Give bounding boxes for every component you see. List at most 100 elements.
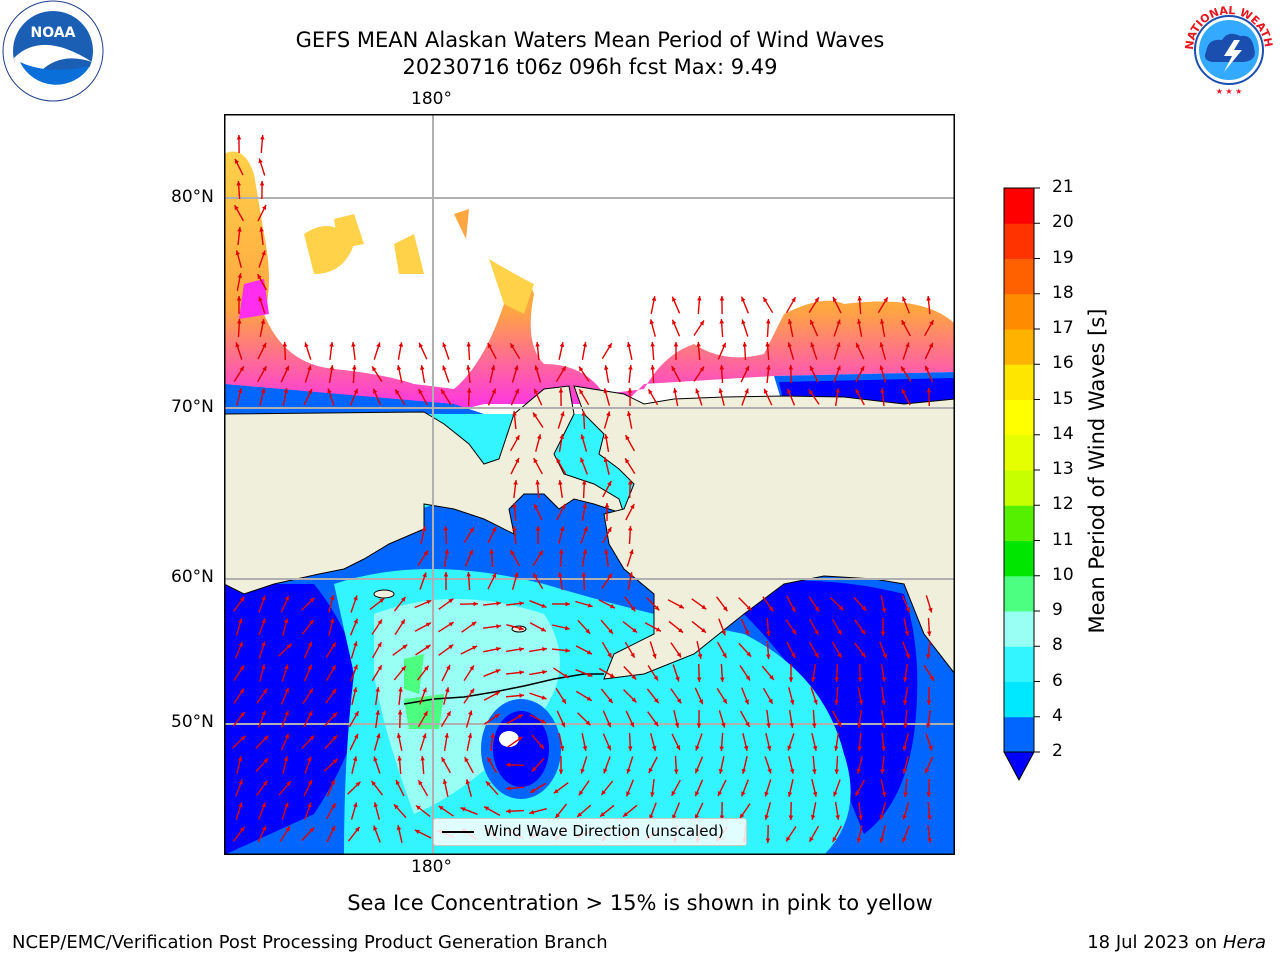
wave-arrow-head xyxy=(258,158,263,164)
wave-arrow-head xyxy=(309,827,315,833)
wave-arrow-head xyxy=(555,813,560,819)
wave-arrow-head xyxy=(814,297,819,303)
wave-arrow-head xyxy=(514,365,519,371)
wave-arrow-head xyxy=(836,342,841,348)
wave-arrow-head xyxy=(418,389,423,395)
wave-arrow-head xyxy=(396,365,402,370)
wave-arrow-head xyxy=(788,677,794,682)
wave-arrow-head xyxy=(881,700,886,705)
wave-arrow-head xyxy=(697,296,702,301)
wave-arrow-head xyxy=(465,779,470,785)
wave-arrow-head xyxy=(510,343,515,349)
wave-arrow-head xyxy=(787,388,792,394)
wave-arrow-head xyxy=(675,745,680,751)
wave-arrow-head xyxy=(376,342,381,348)
wave-arrow-head xyxy=(561,504,566,509)
footer-host: Hera xyxy=(1222,932,1266,953)
colorbar-bin xyxy=(1004,293,1034,330)
wave-arrow-head xyxy=(881,792,887,797)
wave-arrow-head xyxy=(880,769,885,774)
wave-arrow-head xyxy=(610,604,615,609)
wave-arrow-head xyxy=(565,648,570,653)
wave-arrow-head xyxy=(814,629,819,635)
wave-arrow-head xyxy=(558,769,564,774)
land-mass xyxy=(224,385,625,595)
wave-arrow-head xyxy=(414,829,420,834)
wave-arrow-head xyxy=(394,804,399,810)
wave-arrow-head xyxy=(718,769,724,774)
wave-arrow-head xyxy=(787,745,792,751)
wave-arrow-head xyxy=(631,697,637,703)
wave-arrow-head xyxy=(764,388,769,394)
wave-arrow-head xyxy=(926,654,931,659)
wave-arrow-head xyxy=(579,389,584,395)
wave-arrow-head xyxy=(239,366,244,372)
wave-arrow-head xyxy=(487,757,492,763)
wave-arrow-head xyxy=(744,365,749,371)
wave-arrow-head xyxy=(286,781,291,786)
wave-arrow-head xyxy=(237,273,243,278)
wave-arrow-head xyxy=(486,781,491,787)
wave-arrow-head xyxy=(791,297,796,303)
wave-arrow-head xyxy=(623,812,628,817)
wave-arrow-head xyxy=(469,688,475,694)
wave-arrow-head xyxy=(836,319,841,325)
wave-arrow-head xyxy=(235,250,240,256)
wave-arrow-head xyxy=(533,573,538,579)
wave-arrow-head xyxy=(860,652,866,658)
wave-arrow-head xyxy=(927,815,932,820)
wave-arrow-head xyxy=(559,746,565,751)
wave-arrow-head xyxy=(903,700,908,705)
wave-arrow-head xyxy=(236,296,242,301)
wave-arrow-head xyxy=(379,598,385,603)
sea-ice-note: Sea Ice Concentration > 15% is shown in … xyxy=(347,891,933,915)
wave-arrow-head xyxy=(766,723,771,728)
wave-arrow-head xyxy=(648,389,653,395)
wave-arrow-head xyxy=(240,711,245,717)
wave-arrow-head xyxy=(745,675,750,681)
wave-arrow-head xyxy=(835,388,840,393)
wave-arrow-head xyxy=(905,607,910,613)
wave-arrow-head xyxy=(560,722,565,728)
legend-line-icon xyxy=(442,831,474,833)
svg-text:★ ★ ★: ★ ★ ★ xyxy=(1216,87,1243,96)
wave-arrow-head xyxy=(259,227,264,232)
wave-arrow-head xyxy=(519,670,524,675)
wave-arrow-head xyxy=(627,388,633,393)
wave-arrow-head xyxy=(722,698,727,704)
wave-arrow-head xyxy=(739,813,745,819)
wave-arrow-head xyxy=(810,342,815,348)
wave-arrow-head xyxy=(812,723,817,728)
wave-arrow-head xyxy=(787,319,793,324)
wave-arrow-head xyxy=(763,297,768,303)
wave-arrow-head xyxy=(673,342,679,347)
wave-arrow-head xyxy=(857,677,863,682)
wave-arrow-head xyxy=(496,601,501,606)
wave-arrow-head xyxy=(765,342,770,347)
colorbar-tick-label: 18 xyxy=(1052,282,1074,303)
wave-arrow-head xyxy=(904,631,910,636)
wave-arrow-head xyxy=(331,665,336,671)
wave-arrow-head xyxy=(926,792,931,797)
wave-arrow-head xyxy=(352,756,358,762)
wave-arrow-head xyxy=(373,388,378,394)
wave-arrow-head xyxy=(443,526,448,531)
wave-arrow-head xyxy=(468,710,473,716)
lon-label-top: 180° xyxy=(411,89,452,109)
wave-arrow-head xyxy=(506,786,511,791)
wave-arrow-head xyxy=(460,807,466,812)
wave-arrow-head xyxy=(741,296,746,302)
colorbar-bin xyxy=(1004,716,1034,753)
colorbar-bin xyxy=(1004,575,1034,612)
wave-arrow-head xyxy=(234,158,239,164)
wave-arrow-head xyxy=(721,342,726,348)
wave-arrow-head xyxy=(556,458,561,464)
wave-arrow-head xyxy=(582,549,588,554)
wave-arrow-head xyxy=(398,342,404,347)
wave-arrow-head xyxy=(881,677,886,682)
colorbar-tick-label: 8 xyxy=(1052,635,1063,656)
wave-arrow-head xyxy=(236,181,241,186)
wave-arrow-head xyxy=(812,745,818,751)
wave-arrow-head xyxy=(329,595,335,601)
wave-arrow-head xyxy=(811,677,816,682)
